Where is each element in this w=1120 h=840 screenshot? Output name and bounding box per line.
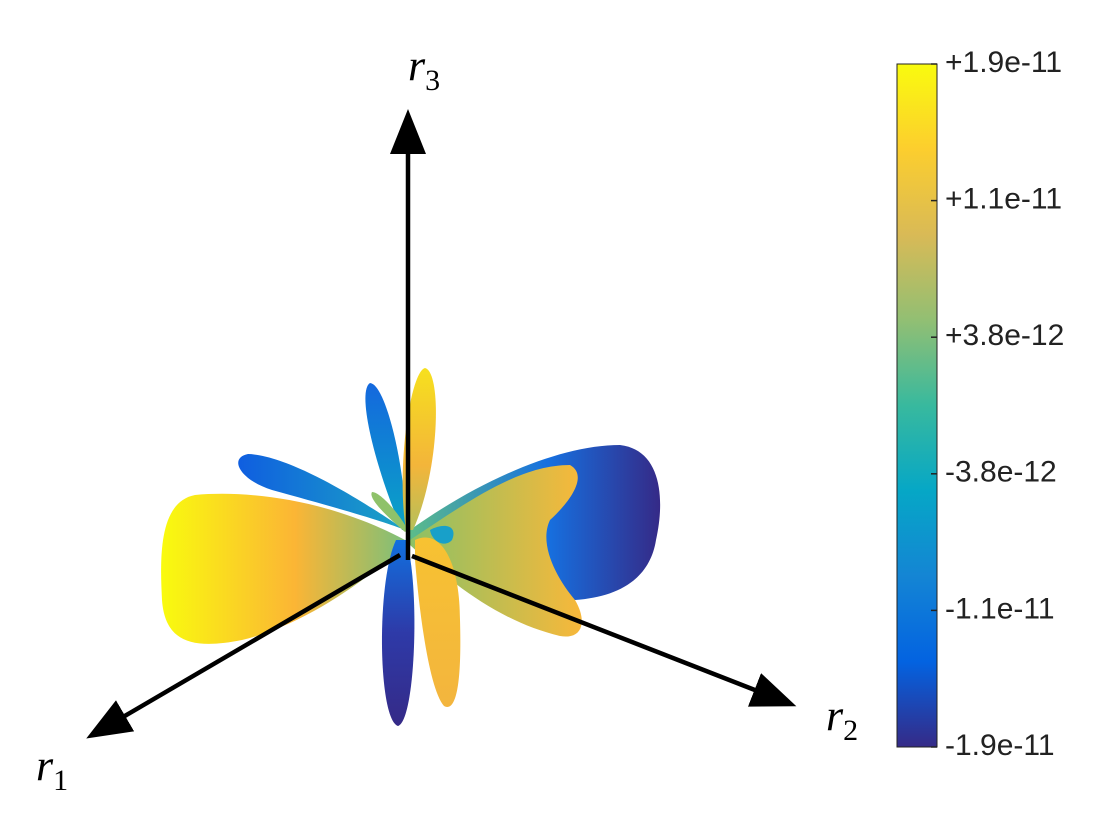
axis-label-base: r [408, 41, 426, 90]
axis-label-subscript: 1 [53, 764, 68, 797]
lobe [238, 454, 405, 530]
lobe [402, 368, 436, 530]
axis-label: r1 [36, 741, 68, 797]
surface [161, 368, 661, 726]
axis-label-base: r [826, 691, 844, 740]
lobe [371, 492, 408, 532]
lobe [381, 540, 415, 726]
axis-label: r3 [408, 41, 440, 97]
colorbar: +1.9e-11 +1.1e-11 +3.8e-12 -3.8e-12 -1.1e-11… [896, 46, 1064, 762]
axes [86, 109, 797, 739]
colorbar-scale [896, 63, 938, 748]
lobe [430, 525, 454, 544]
axis-r2 [411, 553, 797, 707]
lobe [365, 383, 406, 530]
axis-label-subscript: 2 [843, 714, 858, 747]
axis-label-base: r [36, 741, 54, 790]
tick-label: -1.9e-11 [945, 729, 1055, 762]
axis-label-subscript: 3 [425, 64, 440, 97]
lobe [161, 493, 405, 644]
tick-label: +1.9e-11 [945, 46, 1062, 79]
lobe [410, 465, 582, 637]
lobe [415, 537, 461, 707]
axis-r1 [86, 553, 402, 739]
tick-label: -1.1e-11 [945, 592, 1055, 625]
tick-label: +1.1e-11 [945, 183, 1062, 216]
tick-label: +3.8e-12 [945, 319, 1064, 352]
axis-label: r2 [826, 691, 858, 747]
tick-label: -3.8e-12 [945, 456, 1057, 489]
